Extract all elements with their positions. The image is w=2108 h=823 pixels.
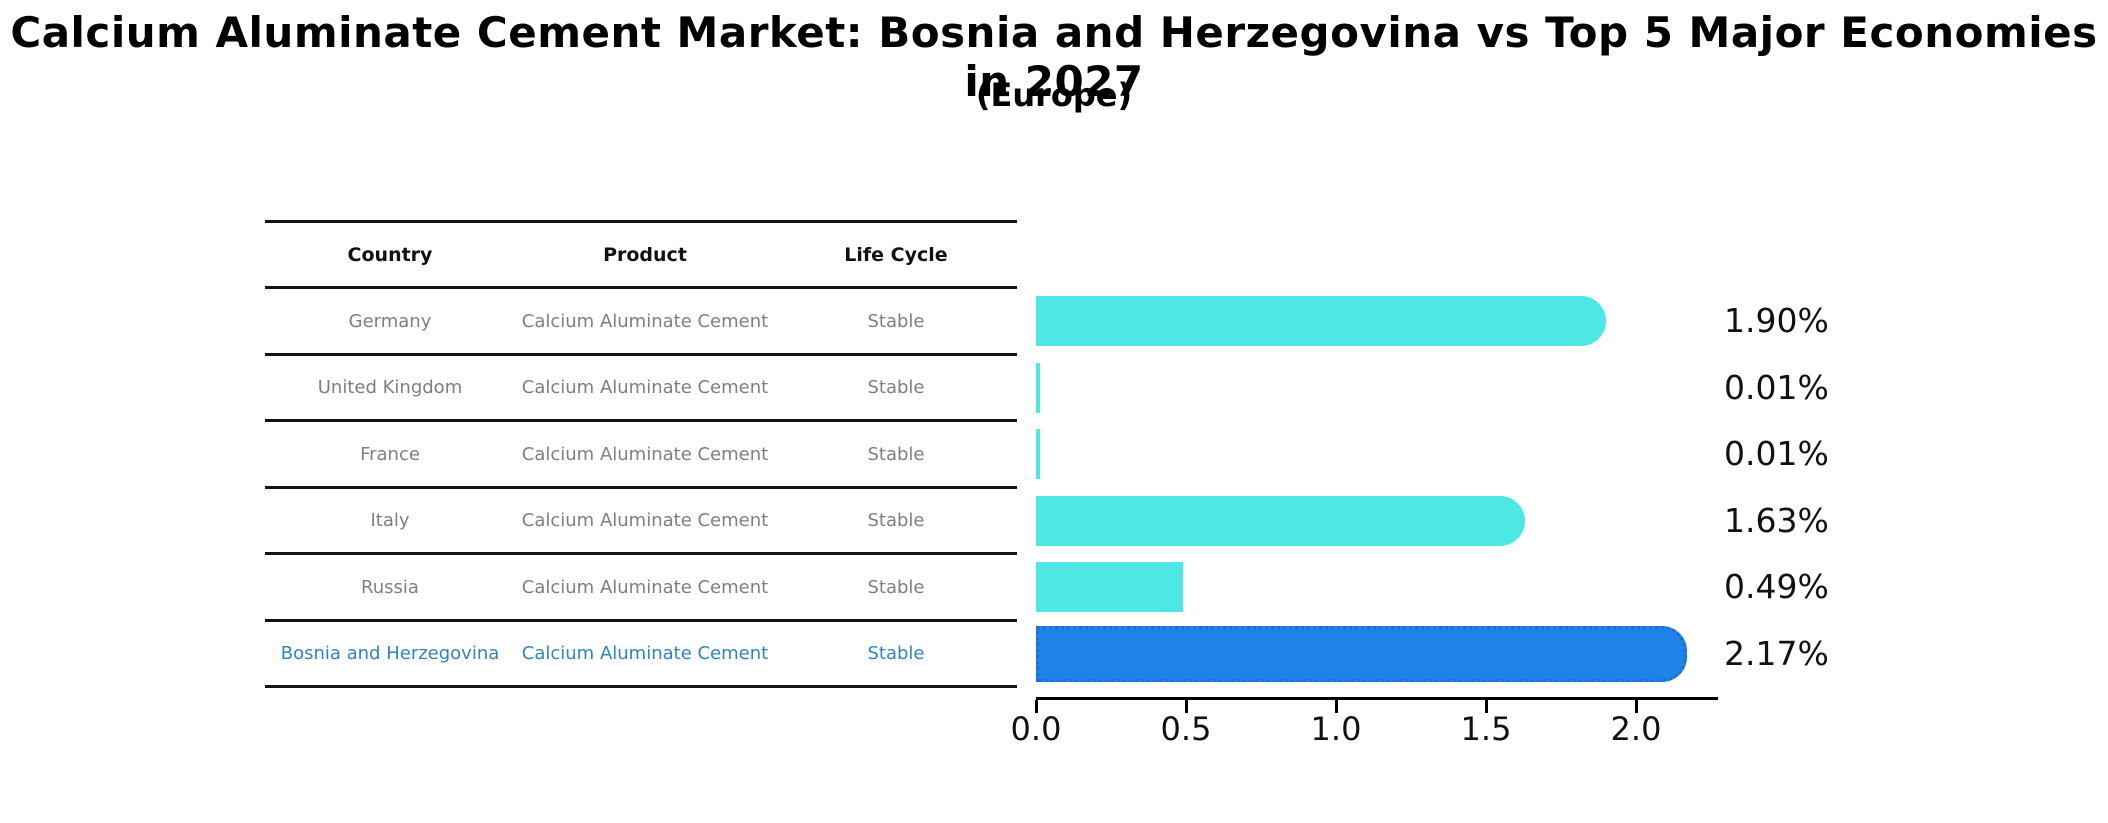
table-rule [265, 685, 1017, 688]
life-cycle-cell: Stable [867, 576, 925, 598]
column-header-product: Product [603, 244, 687, 266]
table-rule [265, 353, 1017, 356]
country-cell: Germany [348, 310, 432, 332]
table-row-bosnia-and-herzegovina: Bosnia and Herzegovina Calcium Aluminate… [265, 620, 1017, 686]
value-label: 0.01% [1724, 434, 1829, 474]
column-header-country: Country [347, 244, 433, 266]
table-rule [265, 486, 1017, 489]
table-header-row: Country Product Life Cycle [265, 222, 1017, 288]
table-rule [265, 552, 1017, 555]
life-cycle-cell: Stable [867, 310, 925, 332]
x-axis-tick-label: 0.5 [1160, 710, 1212, 748]
table-rule [265, 286, 1017, 289]
product-cell: Calcium Aluminate Cement [521, 443, 769, 465]
life-cycle-cell: Stable [867, 443, 925, 465]
country-cell: Bosnia and Herzegovina [280, 642, 500, 664]
chart-title: Calcium Aluminate Cement Market: Bosnia … [10, 8, 2098, 106]
x-axis-line [1036, 697, 1718, 700]
bar-bosnia-and-herzegovina-highlight [1036, 625, 1687, 682]
life-cycle-cell: Stable [867, 642, 925, 664]
x-axis-tick-label: 1.0 [1310, 710, 1362, 748]
country-cell: Russia [361, 576, 419, 598]
x-axis-tick [1185, 700, 1188, 713]
bar-united-kingdom [1036, 362, 1040, 413]
product-cell: Calcium Aluminate Cement [521, 509, 769, 531]
country-cell: United Kingdom [317, 376, 463, 398]
x-axis-tick [1485, 700, 1488, 713]
life-cycle-cell: Stable [867, 509, 925, 531]
x-axis-tick [1635, 700, 1638, 713]
value-label: 0.49% [1724, 567, 1829, 607]
table-row-russia: Russia Calcium Aluminate Cement Stable [265, 554, 1017, 620]
life-cycle-cell: Stable [867, 376, 925, 398]
table-row-germany: Germany Calcium Aluminate Cement Stable [265, 288, 1017, 354]
product-cell: Calcium Aluminate Cement [521, 376, 769, 398]
bar-france [1036, 429, 1040, 480]
table-rule [265, 619, 1017, 622]
bar-italy [1036, 495, 1525, 546]
product-cell: Calcium Aluminate Cement [521, 642, 769, 664]
table-row-france: France Calcium Aluminate Cement Stable [265, 421, 1017, 487]
product-cell: Calcium Aluminate Cement [521, 310, 769, 332]
x-axis-tick-label: 0.0 [1010, 710, 1062, 748]
x-axis-tick-label: 2.0 [1610, 710, 1662, 748]
x-axis-tick-label: 1.5 [1460, 710, 1512, 748]
chart-subtitle: (Europe) [975, 76, 1133, 114]
x-axis-tick [1035, 700, 1038, 713]
value-label: 2.17% [1724, 633, 1829, 673]
product-cell: Calcium Aluminate Cement [521, 576, 769, 598]
value-label: 1.90% [1724, 301, 1829, 341]
table-rule [265, 419, 1017, 422]
country-cell: France [360, 443, 420, 465]
x-axis-tick [1335, 700, 1338, 713]
bar-russia [1036, 562, 1183, 613]
country-cell: Italy [370, 509, 410, 531]
table-row-italy: Italy Calcium Aluminate Cement Stable [265, 487, 1017, 553]
value-label: 0.01% [1724, 367, 1829, 407]
table-rule [265, 220, 1017, 223]
value-label: 1.63% [1724, 500, 1829, 540]
table-row-united-kingdom: United Kingdom Calcium Aluminate Cement … [265, 354, 1017, 420]
bar-germany [1036, 296, 1606, 347]
column-header-life-cycle: Life Cycle [844, 244, 948, 266]
